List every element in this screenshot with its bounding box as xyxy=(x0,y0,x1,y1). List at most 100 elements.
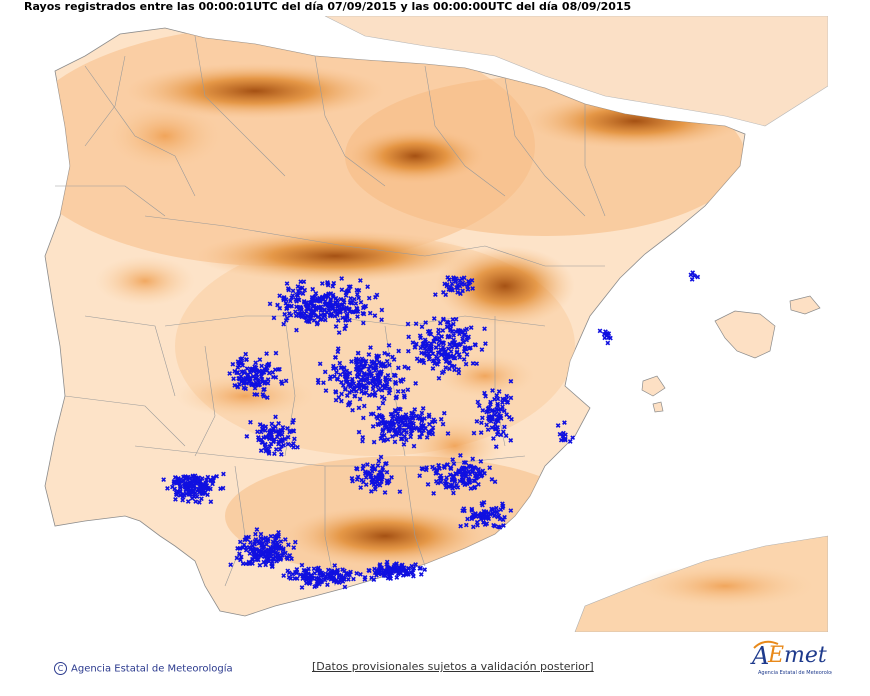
lightning-strike-marker xyxy=(471,464,477,470)
lightning-strike-marker xyxy=(413,562,418,567)
lightning-strike-marker xyxy=(304,303,309,308)
lightning-strike-marker xyxy=(493,444,499,450)
lightning-strike-marker xyxy=(501,408,507,414)
lightning-strike-marker xyxy=(368,474,373,480)
lightning-strike-marker xyxy=(505,399,511,405)
lightning-strike-marker xyxy=(417,333,423,339)
lightning-strike-marker xyxy=(257,368,262,374)
lightning-strike-marker xyxy=(242,377,248,382)
lightning-strike-marker xyxy=(289,295,295,300)
lightning-strike-marker xyxy=(562,436,568,442)
lightning-strike-marker xyxy=(397,489,403,495)
lightning-strike-marker xyxy=(317,299,323,304)
lightning-strike-marker xyxy=(361,390,367,396)
lightning-strike-marker xyxy=(302,287,308,293)
lightning-strike-marker xyxy=(208,477,213,483)
lightning-strike-marker xyxy=(270,544,276,550)
lightning-strike-marker xyxy=(244,433,250,439)
lightning-strike-marker xyxy=(292,569,298,575)
lightning-strike-marker xyxy=(165,486,170,491)
lightning-strike-marker xyxy=(253,360,259,366)
lightning-strike-marker xyxy=(321,571,326,577)
lightning-strike-marker xyxy=(441,289,446,295)
lightning-strike-marker xyxy=(313,298,319,304)
lightning-strike-marker xyxy=(377,470,383,475)
lightning-strike-marker xyxy=(289,428,294,434)
lightning-strike-marker xyxy=(264,364,269,370)
lightning-strike-marker xyxy=(291,444,296,450)
lightning-strike-marker xyxy=(249,367,255,373)
lightning-strike-marker xyxy=(441,317,446,322)
lightning-strike-marker xyxy=(390,421,396,427)
lightning-strike-marker xyxy=(323,302,328,307)
lightning-strike-marker xyxy=(237,376,243,382)
lightning-strike-marker xyxy=(384,469,390,475)
lightning-strike-marker xyxy=(395,411,401,417)
lightning-strike-marker xyxy=(501,523,506,528)
lightning-strike-marker xyxy=(381,432,387,438)
lightning-strike-marker xyxy=(256,382,261,388)
lightning-strike-marker xyxy=(570,435,576,441)
lightning-strike-marker xyxy=(237,551,242,557)
lightning-strike-marker xyxy=(424,435,430,440)
lightning-strike-marker xyxy=(322,294,328,299)
lightning-strike-marker xyxy=(290,288,296,294)
lightning-strike-marker xyxy=(255,429,260,435)
lightning-strike-marker xyxy=(177,493,183,498)
lightning-strike-marker xyxy=(358,572,363,577)
lightning-strike-marker xyxy=(250,546,256,552)
lightning-strike-marker xyxy=(469,278,475,283)
lightning-strike-marker xyxy=(508,437,514,443)
svg-text:met: met xyxy=(784,643,827,668)
lightning-strike-marker xyxy=(451,461,457,467)
lightning-strike-marker xyxy=(332,313,338,319)
lightning-strike-marker xyxy=(454,350,460,356)
lightning-strike-marker xyxy=(271,315,277,321)
lightning-strike-marker xyxy=(445,275,451,280)
lightning-strike-marker xyxy=(430,351,436,357)
lightning-strike-marker xyxy=(457,478,463,484)
lightning-strike-marker xyxy=(380,474,385,480)
lightning-strike-marker xyxy=(285,303,290,308)
lightning-strike-marker xyxy=(440,328,446,333)
lightning-strike-marker xyxy=(366,366,372,372)
lightning-strike-marker xyxy=(303,308,309,314)
lightning-strike-marker xyxy=(430,425,436,431)
lightning-strike-marker xyxy=(395,365,401,371)
lightning-strike-marker xyxy=(318,308,324,313)
map-title: Rayos registrados entre las 00:00:01UTC … xyxy=(24,0,632,13)
lightning-strike-marker xyxy=(459,472,465,477)
lightning-strike-marker xyxy=(273,414,278,420)
lightning-strike-marker xyxy=(278,427,284,433)
lightning-strike-marker xyxy=(356,295,362,301)
lightning-strike-marker xyxy=(278,539,284,544)
lightning-strike-marker xyxy=(436,335,442,341)
lightning-strike-marker xyxy=(503,397,509,402)
lightning-strike-marker xyxy=(360,438,365,444)
lightning-strike-marker xyxy=(344,377,349,383)
lightning-strike-marker xyxy=(395,566,401,572)
lightning-strike-marker xyxy=(269,561,274,567)
lightning-strike-marker xyxy=(442,465,447,471)
lightning-strike-marker xyxy=(485,427,491,433)
lightning-strike-marker xyxy=(429,344,434,349)
lightning-strike-marker xyxy=(412,407,418,412)
lightning-strike-marker xyxy=(360,415,366,421)
lightning-strike-marker xyxy=(438,416,444,422)
lightning-strike-marker xyxy=(260,440,265,445)
lightning-strike-marker xyxy=(371,577,377,582)
lightning-strike-marker xyxy=(333,389,339,395)
lightning-strike-marker xyxy=(248,539,253,545)
lightning-strike-marker xyxy=(190,473,196,479)
lightning-strike-marker xyxy=(306,580,312,586)
lightning-strike-marker xyxy=(469,508,475,513)
lightning-strike-marker xyxy=(431,491,437,496)
lightning-strike-marker xyxy=(254,372,260,377)
lightning-strike-marker xyxy=(464,337,470,343)
lightning-strike-marker xyxy=(180,478,186,483)
lightning-strike-marker xyxy=(503,433,509,439)
lightning-strike-marker xyxy=(411,426,417,432)
lightning-strike-marker xyxy=(472,484,478,490)
lightning-strike-marker xyxy=(456,342,462,347)
lightning-strike-marker xyxy=(427,354,432,359)
